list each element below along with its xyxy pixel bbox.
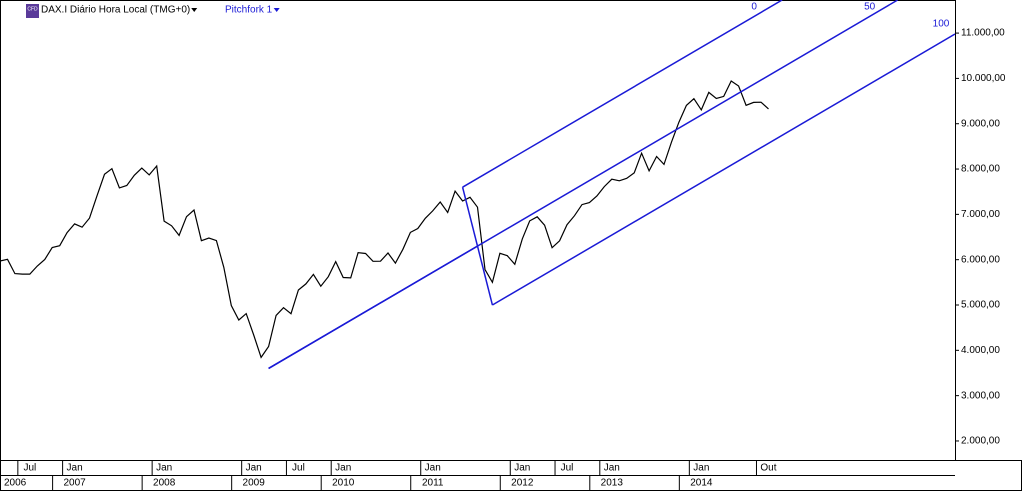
y-tick-label: 4.000,00 [961, 345, 1000, 356]
x-tick-label: Jul [23, 463, 36, 474]
year-label: 2009 [243, 478, 266, 489]
pitchfork-line [462, 0, 783, 188]
pitchfork-label: 0 [751, 2, 757, 13]
year-label: 2007 [63, 478, 86, 489]
x-tick-label: Jan [604, 463, 620, 474]
pitchfork-line [492, 33, 955, 306]
dropdown-arrow [273, 8, 280, 12]
x-tick-label: Jul [561, 463, 574, 474]
y-tick-label: 7.000,00 [961, 209, 1000, 220]
y-tick-label: 5.000,00 [961, 300, 1000, 311]
price-line [0, 80, 769, 359]
year-label: 2013 [601, 478, 624, 489]
y-tick-label: 10.000,00 [961, 73, 1006, 84]
x-tick-label: Jan [693, 463, 709, 474]
plot [0, 0, 955, 370]
year-label: 2011 [422, 478, 444, 489]
x-tick-label: Jan [514, 463, 530, 474]
y-tick-label: 2.000,00 [961, 436, 1000, 447]
y-tick-label: 9.000,00 [961, 118, 1000, 129]
year-label: 2008 [153, 478, 176, 489]
pitchfork-label: 100 [933, 19, 950, 30]
pitchfork-line [268, 0, 899, 370]
pitchfork-label: 50 [864, 2, 876, 13]
y-tick-label: 6.000,00 [961, 254, 1000, 265]
x-tick-label: Jan [67, 463, 83, 474]
y-tick-label: 11.000,00 [961, 28, 1005, 39]
chart-title[interactable]: DAX.I Diário Hora Local (TMG+0) [41, 5, 190, 16]
y-tick-label: 8.000,00 [961, 164, 1000, 175]
x-tick-label: Jan [335, 463, 351, 474]
x-tick-label: Jan [425, 463, 441, 474]
symbol-icon: CFD [26, 4, 39, 18]
year-label: 2012 [511, 478, 534, 489]
x-tick-label: Jan [246, 463, 262, 474]
year-label: 2006 [4, 478, 27, 489]
x-tick-label: Jul [292, 463, 305, 474]
dropdown-arrow [191, 8, 198, 12]
tool-label[interactable]: Pitchfork 1 [225, 5, 273, 16]
year-label: 2010 [332, 478, 355, 489]
y-tick-label: 3.000,00 [961, 390, 1000, 401]
x-tick-label: Out [760, 463, 776, 474]
x-tick-label: Jan [156, 463, 172, 474]
year-label: 2014 [690, 478, 713, 489]
svg-text:CFD: CFD [27, 6, 38, 12]
